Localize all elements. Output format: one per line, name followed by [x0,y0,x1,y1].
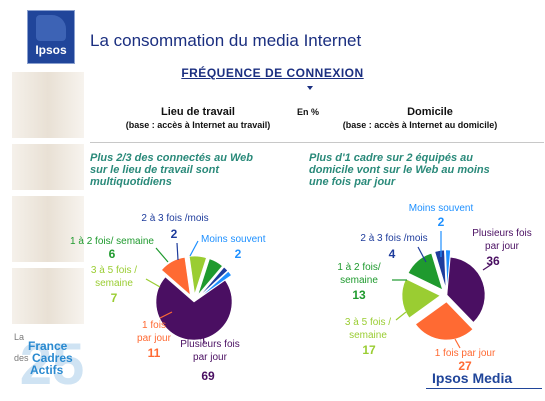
leader-line [417,246,427,263]
pie-slice [401,278,441,319]
pie-slice [188,255,207,295]
page-title: La consommation du media Internet [90,31,362,50]
sidebar-photo-strip [0,0,88,401]
leader-line [176,242,179,261]
leader-line [155,247,169,263]
pie-slice [415,301,474,341]
pie-slice [446,256,486,323]
note-line: une fois par jour [309,176,396,188]
side-logo-la: La [14,332,24,342]
slice-label: 3 à 5 fois / [345,317,391,328]
pie-slice [197,258,223,296]
slice-value: 69 [201,369,215,383]
slice-label: 1 fois par jour [435,348,496,359]
note-line: Plus d'1 cadre sur 2 équipés au [309,152,474,164]
slice-label: semaine [349,330,387,341]
slice-label: par jour [485,241,520,252]
slice-label: semaine [95,278,133,289]
slice-value: 2 [235,247,242,261]
slice-value: 36 [486,254,500,268]
sidebar-photo [12,268,84,324]
slice-value: 2 [438,215,445,229]
slice-value: 7 [111,291,118,305]
slice-value: 27 [458,359,472,373]
col-heading-work: Lieu de travail [161,106,235,118]
slice-label: 2 à 3 fois /mois [360,233,427,244]
slice-value: 4 [389,247,396,261]
sidebar-photo [12,144,84,190]
slice-label: Moins souvent [409,203,474,214]
slice-label: Plusieurs fois [180,339,239,350]
pie-slice [200,270,232,298]
pie-slice [407,252,443,291]
pie-slice [199,266,229,297]
brand-underline [426,388,542,389]
col-heading-home: Domicile [407,106,453,118]
slice-label: par jour [137,333,172,344]
slice-value: 11 [148,346,161,360]
pie-slice [445,249,451,289]
note-line: sur le lieu de travail sont [90,164,219,176]
slice-label: Moins souvent [201,234,266,245]
slice-value: 6 [109,247,116,261]
note-line: domicile vont sur le Web au moins [309,164,490,176]
leader-line [189,240,199,257]
slice-label: 3 à 5 fois / [91,265,137,276]
divider [90,142,544,143]
note-line: Plus 2/3 des connectés au Web [90,152,254,164]
sidebar-photo [12,72,84,138]
note-work: Plus 2/3 des connectés au Web sur le lie… [90,152,290,188]
slice-label: 2 à 3 fois /mois [141,213,208,224]
side-logo-actifs: Actifs [30,363,64,377]
pie-slice [155,276,233,341]
slice-label: semaine [340,275,378,286]
note-line: multiquotidiens [90,176,172,188]
leader-line [454,338,461,349]
ipsos-logo-text: Ipsos [35,43,67,57]
col-base-work: (base : accès à Internet au travail) [125,120,271,130]
leader-line [145,278,161,288]
slice-value: 17 [362,343,376,357]
slice-label: 1 à 2 fois/ semaine [70,236,154,247]
leader-line [482,263,493,271]
section-arrow-icon [307,86,313,90]
slice-label: par jour [193,352,228,363]
leader-line [395,311,407,321]
section-title: FRÉQUENCE DE CONNEXION [181,66,364,80]
side-logo-des: des [14,353,29,363]
note-home: Plus d'1 cadre sur 2 équipés au domicile… [309,152,529,188]
slice-value: 2 [171,227,178,241]
slice-label: 1 fois [142,320,166,331]
ipsos-logo-mark [36,15,66,41]
france-cadres-actifs-logo: 25 La France des Cadres Actifs [14,332,85,392]
leader-line [202,333,205,344]
ipsos-logo: Ipsos [27,10,75,64]
ipsos-media-brand: Ipsos Media [432,370,513,386]
svg-text:25: 25 [20,332,85,392]
slice-label: Plusieurs fois [472,228,531,239]
pie-slice [434,249,447,289]
sidebar-photo [12,196,84,262]
side-logo-france: France [28,339,68,353]
slice-value: 13 [352,288,366,302]
side-logo-cadres: Cadres [32,351,73,365]
pie-slice [161,257,191,296]
slice-label: 1 à 2 fois/ [337,262,381,273]
leader-line [159,311,173,319]
unit-label: En % [296,107,319,117]
col-base-home: (base : accès à Internet au domicile) [342,120,498,130]
